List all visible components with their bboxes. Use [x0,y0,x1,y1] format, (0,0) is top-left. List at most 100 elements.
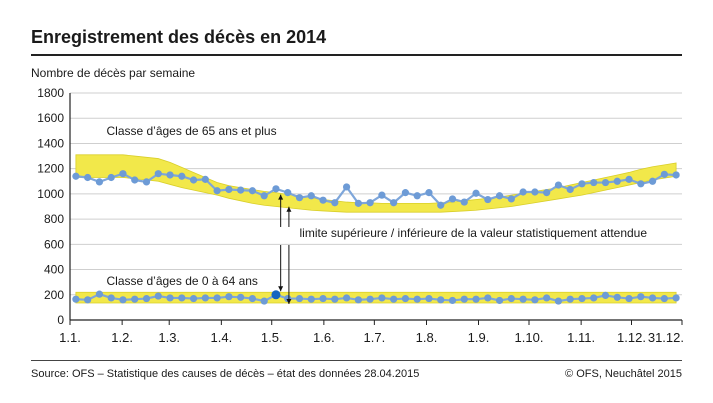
y-tick-label: 1200 [37,162,64,176]
data-point [272,185,280,193]
y-tick-label: 1800 [37,86,64,100]
data-point [213,294,221,302]
data-point [107,173,115,182]
data-point [178,172,186,180]
data-point [248,294,257,303]
data-point [590,294,598,302]
data-point [460,295,468,303]
data-point [319,294,327,303]
data-point [319,196,327,204]
data-point [672,171,680,179]
data-point [342,183,351,191]
data-point [201,294,209,302]
data-point [84,296,92,304]
data-point [237,186,245,194]
data-point [284,189,292,197]
data-point [225,185,233,194]
x-tick-label: 1.11. [567,330,595,345]
data-point [248,187,257,195]
data-point [437,296,445,304]
data-point [590,178,598,187]
x-tick-label: 1.2. [111,330,133,345]
arrow-upper-0-64-head [278,286,284,292]
data-point [495,296,504,305]
data-point [354,199,362,207]
y-axis-label: Nombre de décès par semaine [31,66,196,80]
data-point [189,176,198,184]
data-point [142,178,151,186]
annotation-label: Classe d’âges de 65 ans et plus [106,124,276,138]
data-point [295,294,304,303]
data-point [437,201,445,209]
page-title: Enregistrement des décès en 2014 [31,27,327,47]
data-point [613,293,621,301]
x-tick-label: 1.3. [158,330,180,345]
data-point [554,297,563,305]
data-point [401,189,410,197]
y-tick-label: 1000 [37,187,64,201]
data-point [601,178,610,187]
y-tick-label: 200 [44,288,64,302]
data-point [531,188,539,196]
data-point [613,177,621,185]
data-point [331,199,339,207]
data-point [166,294,174,302]
series-line-1 [75,292,677,303]
data-point [366,199,374,207]
data-point [448,195,457,203]
data-point [260,297,268,305]
x-tick-label: 1.1. [59,330,81,345]
y-tick-label: 1400 [37,136,64,150]
data-point [484,294,492,302]
footer-rule [31,360,682,361]
data-point [390,295,398,303]
arrow-lower-65-head [286,206,292,212]
x-tick-label: 1.7. [364,330,386,345]
x-tick-label: 1.8. [416,330,438,345]
data-point [331,295,339,303]
data-point [625,294,633,303]
data-point [189,294,198,303]
data-point [637,293,645,301]
data-point [460,198,468,206]
data-point [390,199,398,207]
axes: 0 200 400 600 800 1000 1200 1400 1600 1800 1.1. 1.2… [37,86,684,345]
data-point [131,176,139,184]
arrow-upper-65-head [278,194,284,200]
x-tick-label: 31.12. [648,330,684,345]
data-point [378,191,386,199]
x-tick-label: 1.12. [617,330,646,345]
y-tick-label: 600 [44,237,64,251]
data-point [213,187,221,195]
data-point [519,188,527,196]
data-point [401,294,410,303]
data-point [660,294,668,303]
data-point [413,192,421,200]
data-point [507,294,515,303]
y-tick-label: 1600 [37,111,64,125]
data-point [95,290,104,298]
source-note: Source: OFS – Statistique des causes de … [31,368,420,380]
data-point [366,295,374,303]
series-line-0 [75,172,677,207]
data-point [107,294,115,302]
data-point [519,295,527,303]
data-point [342,294,351,302]
x-tick-label: 1.10. [515,330,544,345]
title-rule [31,54,682,56]
data-point [295,194,304,202]
copyright-note: © OFS, Neuchâtel 2015 [565,368,682,380]
annotations: Classe d’âges de 65 ans et plus Classe d’… [106,124,647,304]
data-point [72,172,80,180]
arrow-lower-0-64-head [286,298,292,304]
data-point [648,294,657,302]
data-point [625,175,633,183]
data-point [166,171,174,179]
data-point [543,294,551,302]
data-point [507,195,515,203]
y-tick-label: 800 [44,212,64,226]
data-point [225,293,233,301]
data-point [425,294,433,303]
data-point [472,189,480,197]
